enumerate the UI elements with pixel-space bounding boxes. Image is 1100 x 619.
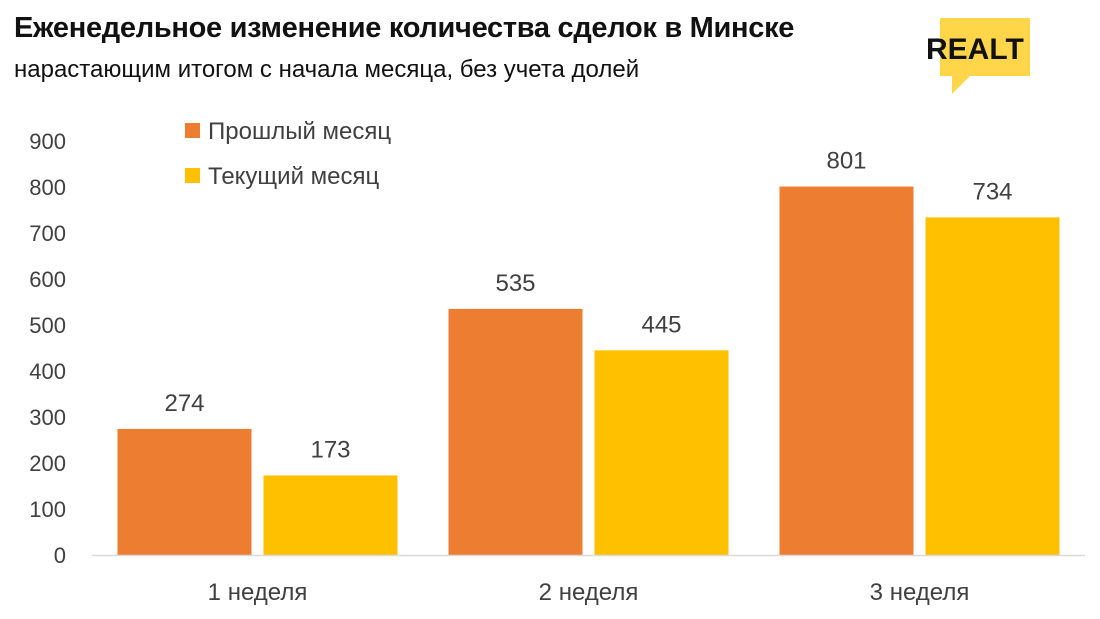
legend-swatch <box>185 168 200 183</box>
bar <box>925 217 1060 556</box>
legend-swatch <box>185 123 200 138</box>
x-tick-label: 3 неделя <box>870 579 970 606</box>
y-tick-label: 200 <box>29 451 66 476</box>
y-tick-label: 700 <box>29 221 66 246</box>
y-tick-label: 600 <box>29 267 66 292</box>
y-tick-label: 100 <box>29 497 66 522</box>
chart-subtitle: нарастающим итогом с начала месяца, без … <box>14 56 640 83</box>
chart-title: Еженедельное изменение количества сделок… <box>14 12 795 44</box>
data-label: 734 <box>972 178 1012 205</box>
y-tick-label: 400 <box>29 359 66 384</box>
legend-label: Текущий месяц <box>208 163 380 190</box>
data-label: 445 <box>641 311 681 338</box>
realt-logo: REALT <box>922 18 1032 98</box>
data-label: 535 <box>495 270 535 297</box>
legend: Прошлый месяц Текущий месяц <box>185 118 391 190</box>
data-label: 274 <box>164 390 204 417</box>
x-axis: 1 неделя 2 неделя 3 неделя <box>92 554 1085 606</box>
y-axis: 0 100 200 300 400 500 600 700 800 900 <box>29 129 66 568</box>
x-tick-label: 1 неделя <box>208 579 308 606</box>
data-label: 801 <box>826 148 866 175</box>
data-label: 173 <box>310 436 350 463</box>
bar <box>594 350 729 555</box>
bar <box>779 186 914 556</box>
bar <box>263 475 398 555</box>
x-tick-label: 2 неделя <box>539 579 639 606</box>
y-tick-label: 500 <box>29 313 66 338</box>
legend-label: Прошлый месяц <box>208 118 391 145</box>
data-labels: 274 173 535 445 801 734 <box>164 148 1012 464</box>
svg-text:REALT: REALT <box>926 33 1024 66</box>
bars <box>117 186 1060 556</box>
y-tick-label: 0 <box>54 543 66 568</box>
y-tick-label: 800 <box>29 175 66 200</box>
bar <box>448 308 583 555</box>
y-tick-label: 900 <box>29 129 66 154</box>
bar <box>117 428 252 555</box>
y-tick-label: 300 <box>29 405 66 430</box>
